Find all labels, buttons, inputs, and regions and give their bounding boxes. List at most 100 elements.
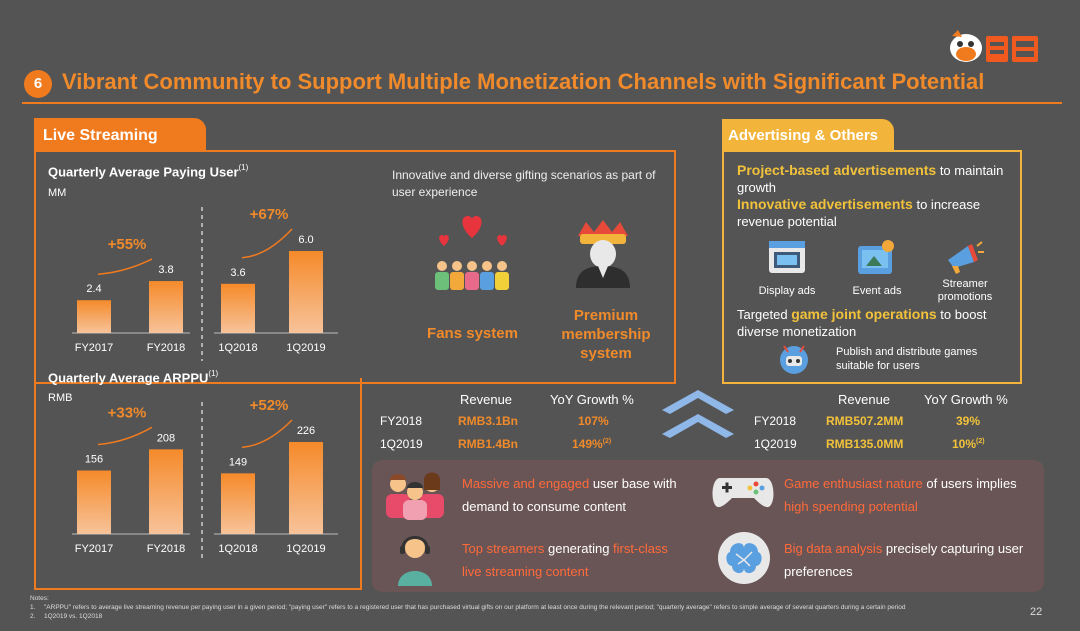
douyu-logo — [950, 30, 1038, 62]
live-row2-growth: 149%(2) — [572, 437, 611, 451]
category-label: 1Q2018 — [218, 342, 257, 354]
adv-row2-revenue: RMB135.0MM — [826, 437, 904, 451]
growth-arrow — [241, 419, 293, 449]
category-label: FY2017 — [75, 543, 114, 555]
growth-arrow — [97, 426, 153, 446]
bar-1Q2019 — [289, 251, 323, 333]
adv-row1-revenue: RMB507.2MM — [826, 414, 904, 428]
growth-label: +55% — [108, 236, 147, 253]
bar-1Q2019 — [289, 442, 323, 534]
adv-table-header-growth: YoY Growth % — [924, 392, 1008, 407]
adv-row2-period: 1Q2019 — [754, 437, 797, 451]
feature3-text: generating — [544, 541, 614, 556]
streamer-headset-icon — [398, 536, 432, 586]
advertising-panel — [722, 150, 1022, 384]
adv-row2-growth-sup: (2) — [976, 438, 985, 445]
key-drivers-panel — [372, 460, 1044, 592]
note-2-number: 2. — [30, 613, 36, 620]
chart2-title-sup: (1) — [208, 369, 219, 378]
page-title: Vibrant Community to Support Multiple Mo… — [62, 69, 985, 94]
adv-row1-period: FY2018 — [754, 414, 797, 428]
publish-games-text: Publish and distribute games suitable fo… — [836, 346, 978, 372]
premium-membership-label: Premium membership system — [561, 307, 651, 362]
bar-1Q2018 — [221, 283, 255, 333]
bar-value-label: 208 — [157, 432, 175, 444]
bar-value-label: 3.8 — [158, 264, 173, 276]
chart1-title-text: Quarterly Average Paying User — [48, 164, 239, 180]
arppu-chart-title: Quarterly Average ARPPU(1) — [48, 369, 218, 387]
footnotes: Notes: 1. "ARPPU" refers to average live … — [30, 594, 1020, 621]
live-row1-growth: 107% — [578, 414, 609, 428]
feature3-highlight-c: live streaming content — [462, 564, 589, 579]
adv-line1: Project-based advertisements to maintain… — [737, 162, 1012, 196]
adv-table-header-revenue: Revenue — [838, 392, 891, 407]
live-row1-revenue: RMB3.1Bn — [458, 414, 519, 428]
gifting-description: Innovative and diverse gifting scenarios… — [392, 168, 656, 199]
bar-FY2017 — [77, 300, 111, 333]
live-row1-period: FY2018 — [380, 414, 423, 428]
feature-user-base: Massive and engaged user base with deman… — [462, 472, 712, 518]
page-number: 22 — [1030, 606, 1043, 618]
feature1-text-a: user base with — [589, 476, 677, 491]
note-2: 2. 1Q2019 vs. 1Q2018 — [30, 612, 1020, 621]
note-1: 1. "ARPPU" refers to average live streami… — [30, 603, 1020, 612]
bar-value-label: 3.6 — [230, 267, 245, 279]
category-label: 1Q2019 — [286, 342, 325, 354]
note-2-text: 1Q2019 vs. 1Q2018 — [44, 613, 103, 620]
adv-line2: Innovative advertisements to increase re… — [737, 196, 1012, 230]
bar-value-label: 156 — [85, 453, 103, 465]
fans-system-icon — [435, 216, 509, 290]
bar-value-label: 6.0 — [298, 234, 313, 246]
premium-membership-icon — [576, 220, 630, 288]
chart2-title-text: Quarterly Average ARPPU — [48, 370, 209, 386]
growth-arrow — [241, 228, 293, 259]
adv-line3: Targeted game joint operations to boost … — [737, 306, 1017, 340]
feature3-highlight-a: Top streamers — [462, 541, 545, 556]
brain-network-icon — [718, 532, 770, 584]
feature3-highlight-b: first-class — [613, 541, 668, 556]
feature4-text-b: preferences — [784, 564, 853, 579]
adv-line2-rest: to increase revenue potential — [737, 197, 981, 229]
bar-FY2017 — [77, 470, 111, 534]
event-ads-icon — [858, 240, 894, 274]
live-table-header-growth: YoY Growth % — [550, 392, 634, 407]
feature1-highlight: Massive and engaged — [462, 476, 590, 491]
paying-user-chart: 2.4 FY2017 3.8 FY2018 3.6 1Q2018 6.0 1Q2019 +55%… — [72, 206, 338, 361]
title-divider — [22, 102, 1062, 104]
event-ads-label: Event ads — [852, 285, 902, 297]
double-up-chevron-icon — [662, 390, 734, 438]
arppu-chart: 156 FY2017 208 FY2018 149 1Q2018 226 1Q2019 +33%… — [72, 400, 338, 560]
bar-value-label: 226 — [297, 425, 315, 437]
live-table-header-revenue: Revenue — [460, 392, 513, 407]
growth-label: +67% — [250, 206, 289, 223]
bar-FY2018 — [149, 449, 183, 534]
live-streaming-panel — [34, 150, 676, 384]
live-row2-growth-sup: (2) — [602, 438, 612, 445]
display-ads-label: Display ads — [758, 285, 816, 297]
bar-value-label: 2.4 — [86, 283, 101, 295]
live-row2-growth-value: 149% — [572, 437, 603, 451]
notes-heading: Notes: — [30, 595, 49, 602]
gamepad-icon — [712, 478, 774, 508]
feature2-text: of users implies — [922, 476, 1017, 491]
feature2-highlight-a: Game enthusiast nature — [784, 476, 923, 491]
adv-line1-bold: Project-based advertisements — [737, 162, 937, 178]
category-label: FY2018 — [147, 342, 186, 354]
note-1-text: "ARPPU" refers to average live streaming… — [44, 604, 906, 611]
category-label: 1Q2019 — [286, 543, 325, 555]
live-row2-revenue: RMB1.4Bn — [458, 437, 519, 451]
adv-revenue-table: Revenue YoY Growth % FY2018 RMB507.2MM 3… — [752, 392, 1042, 454]
bar-1Q2018 — [221, 473, 255, 534]
display-ads-icon — [769, 241, 805, 273]
growth-arrow — [97, 258, 153, 275]
adv-line1-rest: to maintain growth — [737, 163, 1004, 195]
bar-FY2018 — [149, 281, 183, 333]
bar-value-label: 149 — [229, 456, 247, 468]
arppu-panel-frame — [34, 378, 362, 590]
growth-label: +52% — [250, 400, 289, 414]
feature2-highlight-b: high spending potential — [784, 499, 918, 514]
category-label: 1Q2018 — [218, 543, 257, 555]
game-controller-character-icon — [780, 345, 808, 374]
note-1-number: 1. — [30, 604, 36, 611]
category-label: FY2018 — [147, 543, 186, 555]
